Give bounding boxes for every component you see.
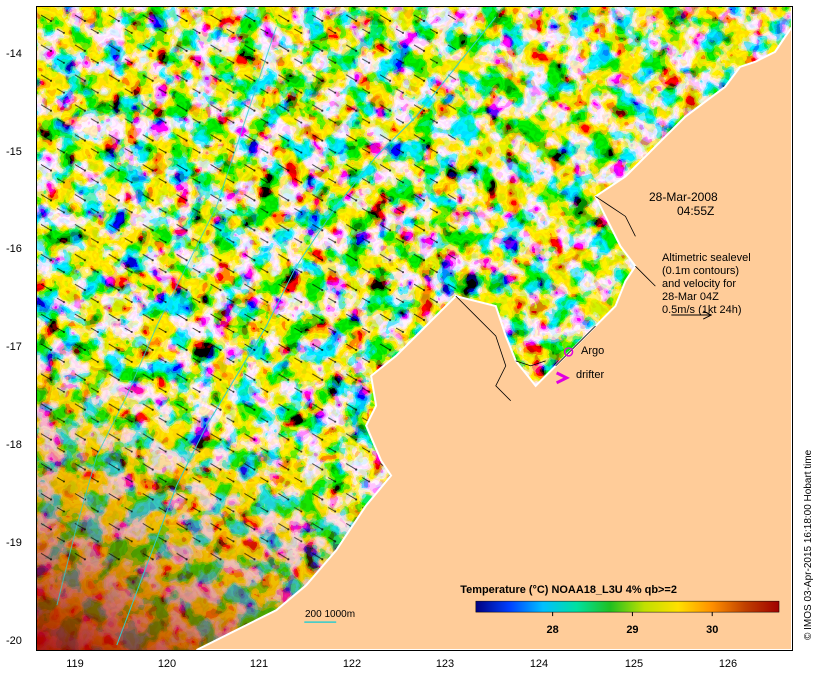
altimetry-line-5: 0.5m/s (1kt 24h) [662, 304, 742, 316]
colorbar-tick-label: 28 [547, 624, 559, 636]
sst-map: Temperature (°C) NOAA18_L3U 4% qb>=2 28 2… [36, 6, 793, 651]
depth-contour-1000m [56, 26, 277, 606]
imos-credit: © IMOS 03-Apr-2015 16:18:00 Hobart time [803, 449, 814, 640]
altimetry-line-3: and velocity for [662, 278, 736, 290]
y-tick-label: -19 [6, 537, 22, 549]
x-tick-label: 121 [249, 658, 269, 670]
x-tick-label: 120 [157, 658, 177, 670]
coastline-detail [455, 196, 656, 402]
altimetry-line-2: (0.1m contours) [662, 265, 740, 277]
altimetry-line-1: Altimetric sealevel [662, 252, 751, 264]
colorbar-title: Temperature (°C) NOAA18_L3U 4% qb>=2 [460, 584, 677, 596]
argo-label: Argo [581, 345, 605, 357]
drifter-marker [555, 371, 570, 385]
land-mass [196, 7, 792, 650]
colorbar-ticks: 28 29 30 [547, 612, 718, 636]
x-tick-label: 125 [624, 658, 644, 670]
x-tick-label: 123 [435, 658, 455, 670]
velocity-scale-arrowhead [703, 310, 713, 320]
y-tick-label: -18 [6, 439, 22, 451]
y-tick-label: -14 [6, 48, 22, 60]
altimetry-line-4: 28-Mar 04Z [662, 291, 719, 303]
x-tick-label: 119 [66, 658, 84, 670]
x-tick-label: 126 [718, 658, 738, 670]
altimetry-info: Altimetric sealevel (0.1m contours) and … [662, 252, 751, 317]
argo-marker [563, 347, 574, 357]
y-tick-label: -20 [6, 635, 22, 647]
image-date: 28-Mar-2008 [649, 190, 718, 204]
colorbar [475, 600, 780, 613]
y-tick-label: -15 [6, 146, 22, 158]
depth-legend-label: 200 1000m [305, 609, 356, 620]
x-tick-label: 122 [342, 658, 362, 670]
colorbar-tick-label: 29 [626, 624, 638, 636]
y-tick-label: -17 [6, 341, 22, 353]
x-tick-label: 124 [529, 658, 549, 670]
colorbar-tick-label: 30 [706, 624, 718, 636]
image-time: 04:55Z [677, 204, 715, 218]
sst-map-canvas: Temperature (°C) NOAA18_L3U 4% qb>=2 28 2… [37, 7, 792, 650]
drifter-label: drifter [576, 369, 605, 381]
depth-contour-200m [116, 16, 497, 646]
velocity-arrows [37, 7, 456, 566]
y-tick-label: -16 [6, 243, 22, 255]
